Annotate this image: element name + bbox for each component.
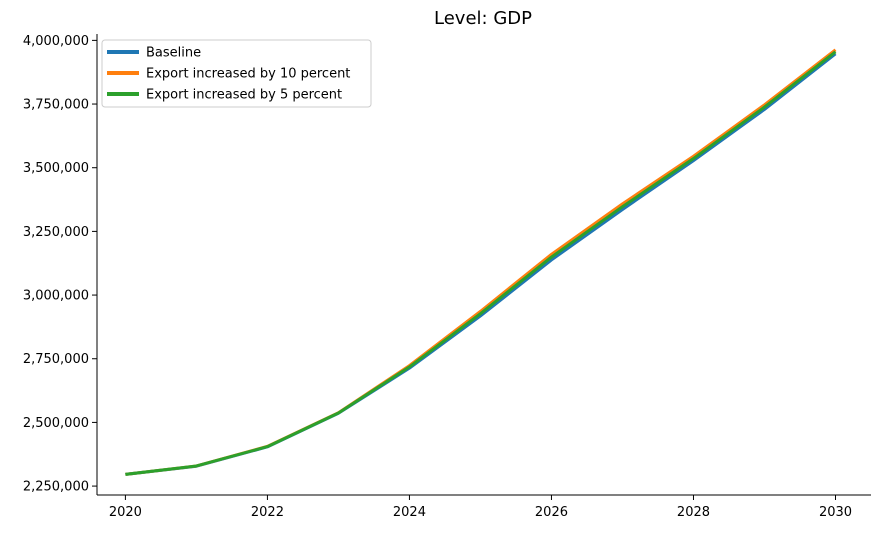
y-tick-label: 3,750,000 [23,98,89,113]
x-tick-label: 2022 [251,505,284,520]
legend-label: Export increased by 5 percent [146,88,342,103]
legend: Baseline Export increased by 10 percent Ex… [101,39,372,108]
legend-label: Export increased by 10 percent [146,67,350,82]
y-tick-label: 2,250,000 [23,480,89,495]
legend-label: Baseline [146,46,201,61]
axes [96,34,871,496]
y-axis-ticks: 2,250,000 2,500,000 2,750,000 3,000,000 3,25… [23,34,97,495]
x-axis-ticks: 2020 2022 2024 2026 2028 2030 [109,495,852,520]
y-tick-label: 3,000,000 [23,289,89,304]
x-tick-label: 2028 [677,505,710,520]
legend-box [101,39,372,108]
x-tick-label: 2030 [819,505,852,520]
x-tick-label: 2024 [393,505,426,520]
x-tick-label: 2026 [535,505,568,520]
y-tick-label: 2,500,000 [23,416,89,431]
y-tick-label: 4,000,000 [23,34,89,49]
chart-title: Level: GDP [434,8,532,29]
y-tick-label: 3,500,000 [23,161,89,176]
x-tick-label: 2020 [109,505,142,520]
series-line [125,48,837,476]
series-line [125,50,837,476]
y-tick-label: 3,250,000 [23,225,89,240]
series-line [125,52,837,476]
series-lines [125,48,837,476]
y-tick-label: 2,750,000 [23,352,89,367]
